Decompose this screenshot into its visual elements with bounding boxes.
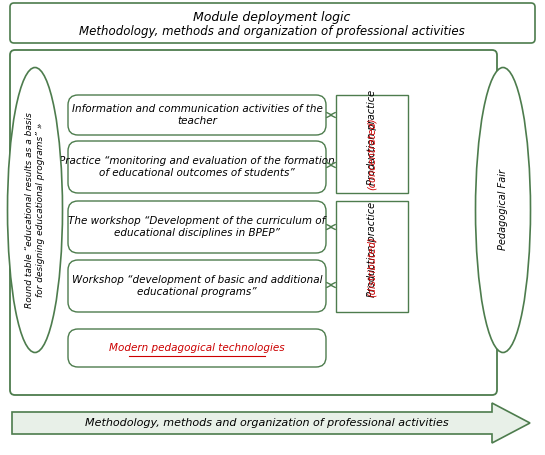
FancyBboxPatch shape — [68, 201, 326, 253]
Polygon shape — [12, 403, 530, 443]
FancyBboxPatch shape — [68, 260, 326, 312]
FancyBboxPatch shape — [68, 95, 326, 135]
Text: Methodology, methods and organization of professional activities: Methodology, methods and organization of… — [85, 418, 449, 428]
Text: Practice “monitoring and evaluation of the formation
of educational outcomes of : Practice “monitoring and evaluation of t… — [59, 156, 335, 178]
FancyBboxPatch shape — [10, 50, 497, 395]
Text: Information and communication activities of the
teacher: Information and communication activities… — [71, 104, 323, 126]
Bar — [336, 95, 408, 193]
Text: Production practice: Production practice — [367, 202, 377, 297]
Ellipse shape — [475, 67, 530, 353]
Text: Pedagogical Fair: Pedagogical Fair — [498, 170, 508, 251]
Text: Round table “educational results as a basis
for designing educational programs” : Round table “educational results as a ba… — [25, 112, 45, 308]
Text: Methodology, methods and organization of professional activities: Methodology, methods and organization of… — [79, 25, 465, 37]
FancyBboxPatch shape — [68, 329, 326, 367]
Text: Module deployment logic: Module deployment logic — [193, 10, 350, 24]
Text: The workshop “Development of the curriculum of
educational disciplines in BPEP”: The workshop “Development of the curricu… — [68, 216, 325, 238]
Text: (concentrated): (concentrated) — [367, 118, 377, 190]
Text: Workshop “development of basic and additional
educational programs”: Workshop “development of basic and addit… — [72, 275, 322, 297]
Bar — [336, 201, 408, 312]
Text: Production practice: Production practice — [367, 90, 377, 185]
FancyBboxPatch shape — [68, 141, 326, 193]
Ellipse shape — [8, 67, 63, 353]
FancyBboxPatch shape — [10, 3, 535, 43]
Text: Modern pedagogical technologies: Modern pedagogical technologies — [109, 343, 285, 353]
Text: (distributed): (distributed) — [367, 236, 377, 297]
